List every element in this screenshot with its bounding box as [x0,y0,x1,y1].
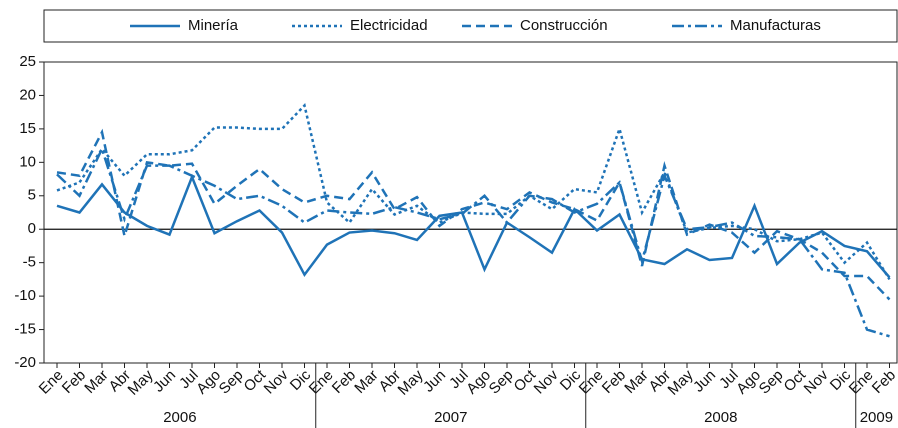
legend-label: Construcción [520,17,608,34]
y-tick-label: -15 [14,321,36,338]
y-tick-label: 10 [19,153,36,170]
y-tick-label: -20 [14,354,36,371]
y-tick-label: 20 [19,86,36,103]
x-tick-label: Jun [690,367,719,396]
x-tick-label: Feb [869,367,898,397]
series-line [56,173,891,279]
y-tick-label: 5 [28,187,36,204]
legend-label: Electricidad [350,17,428,34]
legend-label: Minería [188,17,239,34]
year-label: 2007 [434,409,467,426]
y-tick-label: -10 [14,287,36,304]
x-tick-label: Jun [420,367,449,396]
plot-frame [43,61,898,364]
y-tick-label: -5 [23,254,36,271]
legend-box [43,9,898,43]
year-label: 2009 [860,409,893,426]
year-label: 2008 [704,409,737,426]
legend-label: Manufacturas [730,17,821,34]
y-tick-label: 0 [28,220,36,237]
series-line [56,102,891,281]
x-tick-label: Jun [150,367,179,396]
y-tick-label: 25 [19,53,36,70]
series-line [56,128,891,301]
y-tick-label: 15 [19,120,36,137]
year-label: 2006 [163,409,196,426]
